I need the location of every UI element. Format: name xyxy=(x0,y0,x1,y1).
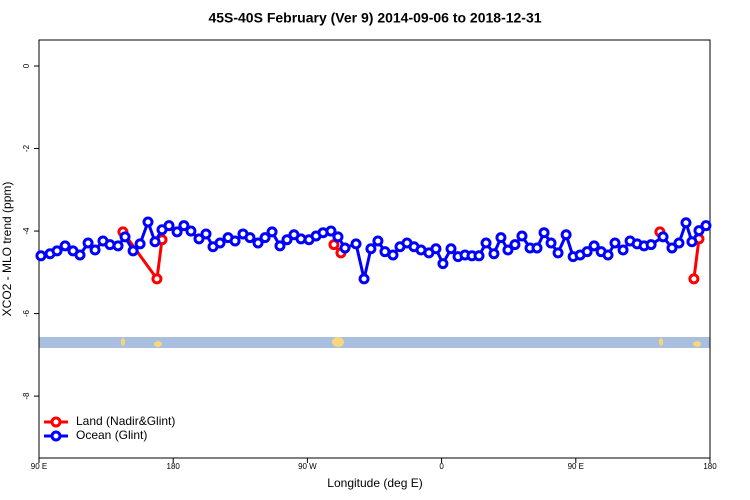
series-point xyxy=(281,234,293,246)
series-point xyxy=(274,240,286,252)
series-point xyxy=(372,235,384,247)
series-point xyxy=(666,242,678,254)
series-point xyxy=(244,232,256,244)
x-tick-label: 90 E xyxy=(31,462,47,471)
series-point xyxy=(358,273,370,285)
series-point xyxy=(502,244,514,256)
series-point xyxy=(332,231,344,243)
series-point xyxy=(445,243,457,255)
series-point xyxy=(516,230,528,242)
series-point xyxy=(609,237,621,249)
series-point xyxy=(509,239,521,251)
x-tick-label: 180 xyxy=(167,462,181,471)
series-point xyxy=(365,243,377,255)
series-point xyxy=(495,232,507,244)
series-point xyxy=(588,240,600,252)
series-point xyxy=(51,245,63,257)
series-point xyxy=(325,225,337,237)
series-point xyxy=(673,237,685,249)
series-point xyxy=(178,220,190,232)
series-point xyxy=(581,246,593,258)
series-point xyxy=(686,236,698,248)
series-point xyxy=(328,239,340,251)
y-axis-label: XCO2 - MLO trend (ppm) xyxy=(0,182,14,317)
series-point xyxy=(82,237,94,249)
series-point xyxy=(193,233,205,245)
legend-label: Land (Nadir&Glint) xyxy=(76,414,175,428)
series-point xyxy=(480,237,492,249)
series-point xyxy=(437,258,449,270)
series-point xyxy=(229,235,241,247)
series-point xyxy=(252,237,264,249)
series-point xyxy=(531,242,543,254)
series-point xyxy=(645,239,657,251)
series-point xyxy=(700,220,712,232)
x-tick-label: 90 W xyxy=(298,462,317,471)
series-point xyxy=(149,236,161,248)
series-point xyxy=(112,240,124,252)
series-point xyxy=(339,242,351,254)
series-point xyxy=(134,238,146,250)
chart-title: 45S-40S February (Ver 9) 2014-09-06 to 2… xyxy=(208,10,541,26)
series-point xyxy=(74,249,86,261)
legend-marker xyxy=(50,416,62,428)
series-point xyxy=(89,244,101,256)
series-point xyxy=(552,247,564,259)
series-point xyxy=(538,227,550,239)
series-point xyxy=(200,228,212,240)
series-point xyxy=(693,225,705,237)
y-tick-label: -4 xyxy=(22,227,31,235)
y-tick-label: -6 xyxy=(22,309,31,317)
x-tick-label: 90 E xyxy=(568,462,584,471)
series-point xyxy=(119,231,131,243)
series-point xyxy=(560,229,572,241)
series-point xyxy=(127,245,139,257)
legend-label: Ocean (Glint) xyxy=(76,428,147,442)
series-point xyxy=(545,237,557,249)
series-point xyxy=(688,273,700,285)
series-point xyxy=(151,273,163,285)
x-axis-label: Longitude (deg E) xyxy=(327,476,422,490)
series-point xyxy=(214,237,226,249)
series-point xyxy=(488,248,500,260)
series-point xyxy=(266,226,278,238)
series-point xyxy=(35,250,47,262)
series-point xyxy=(163,220,175,232)
series-point xyxy=(657,231,669,243)
legend-marker xyxy=(50,430,62,442)
series-point xyxy=(680,217,692,229)
plot-frame xyxy=(38,39,711,459)
land-mask-band xyxy=(39,337,710,348)
x-tick-label: 180 xyxy=(703,462,717,471)
series-point xyxy=(185,225,197,237)
series-point xyxy=(59,240,71,252)
series-point xyxy=(171,226,183,238)
y-tick-label: -2 xyxy=(22,144,31,152)
series-point xyxy=(387,249,399,261)
series-point xyxy=(259,232,271,244)
series-point xyxy=(430,243,442,255)
y-tick-label: -8 xyxy=(22,392,31,400)
y-tick-label: 0 xyxy=(22,63,31,68)
series-point xyxy=(473,250,485,262)
series-point xyxy=(617,244,629,256)
series-point xyxy=(142,216,154,228)
series-point xyxy=(350,238,362,250)
series-point xyxy=(602,249,614,261)
x-tick-label: 0 xyxy=(439,462,444,471)
